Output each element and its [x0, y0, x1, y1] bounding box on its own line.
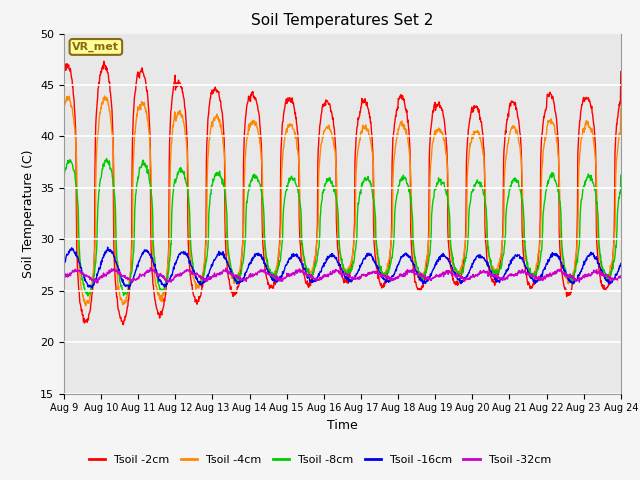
- Tsoil -4cm: [82, 303, 90, 309]
- Tsoil -16cm: [617, 261, 625, 266]
- Tsoil -16cm: [502, 267, 510, 273]
- X-axis label: Time: Time: [327, 419, 358, 432]
- Tsoil -4cm: [617, 105, 625, 111]
- Tsoil -32cm: [93, 280, 100, 286]
- Tsoil -8cm: [617, 172, 625, 178]
- Tsoil -8cm: [60, 171, 68, 177]
- Tsoil -2cm: [502, 122, 510, 128]
- Tsoil -8cm: [172, 177, 179, 182]
- Tsoil -32cm: [147, 265, 154, 271]
- Tsoil -8cm: [429, 196, 437, 202]
- Line: Tsoil -8cm: Tsoil -8cm: [64, 159, 621, 296]
- Tsoil -4cm: [100, 93, 108, 99]
- Tsoil -16cm: [104, 244, 111, 250]
- Tsoil -8cm: [247, 178, 255, 183]
- Line: Tsoil -2cm: Tsoil -2cm: [64, 61, 621, 325]
- Tsoil -2cm: [172, 72, 179, 78]
- Legend: Tsoil -2cm, Tsoil -4cm, Tsoil -8cm, Tsoil -16cm, Tsoil -32cm: Tsoil -2cm, Tsoil -4cm, Tsoil -8cm, Tsoi…: [84, 451, 556, 469]
- Tsoil -16cm: [172, 260, 179, 266]
- Y-axis label: Soil Temperature (C): Soil Temperature (C): [22, 149, 35, 278]
- Tsoil -8cm: [103, 156, 111, 162]
- Tsoil -2cm: [120, 322, 127, 328]
- Tsoil -32cm: [60, 274, 68, 280]
- Tsoil -32cm: [502, 274, 510, 280]
- Tsoil -32cm: [552, 270, 559, 276]
- Tsoil -32cm: [617, 274, 625, 280]
- Tsoil -16cm: [552, 252, 559, 258]
- Tsoil -16cm: [429, 265, 437, 271]
- Tsoil -2cm: [60, 71, 68, 76]
- Tsoil -8cm: [84, 293, 92, 299]
- Tsoil -4cm: [185, 212, 193, 218]
- Tsoil -2cm: [617, 69, 625, 74]
- Tsoil -32cm: [172, 275, 179, 280]
- Title: Soil Temperatures Set 2: Soil Temperatures Set 2: [252, 13, 433, 28]
- Tsoil -8cm: [552, 178, 559, 183]
- Tsoil -8cm: [502, 208, 510, 214]
- Tsoil -2cm: [100, 59, 108, 64]
- Tsoil -4cm: [172, 110, 179, 116]
- Line: Tsoil -4cm: Tsoil -4cm: [64, 96, 621, 306]
- Tsoil -16cm: [125, 286, 132, 291]
- Tsoil -4cm: [552, 131, 559, 137]
- Tsoil -2cm: [185, 247, 193, 253]
- Tsoil -2cm: [247, 92, 255, 97]
- Tsoil -16cm: [185, 256, 193, 262]
- Tsoil -4cm: [60, 107, 68, 113]
- Tsoil -16cm: [60, 262, 68, 268]
- Tsoil -2cm: [429, 109, 437, 115]
- Tsoil -16cm: [247, 261, 255, 266]
- Text: VR_met: VR_met: [72, 42, 119, 52]
- Tsoil -4cm: [502, 151, 510, 157]
- Tsoil -4cm: [429, 138, 437, 144]
- Tsoil -32cm: [429, 275, 437, 280]
- Line: Tsoil -16cm: Tsoil -16cm: [64, 247, 621, 288]
- Tsoil -4cm: [247, 120, 255, 126]
- Tsoil -8cm: [185, 195, 193, 201]
- Tsoil -2cm: [552, 109, 559, 115]
- Tsoil -32cm: [185, 268, 193, 274]
- Line: Tsoil -32cm: Tsoil -32cm: [64, 268, 621, 283]
- Tsoil -32cm: [247, 273, 255, 278]
